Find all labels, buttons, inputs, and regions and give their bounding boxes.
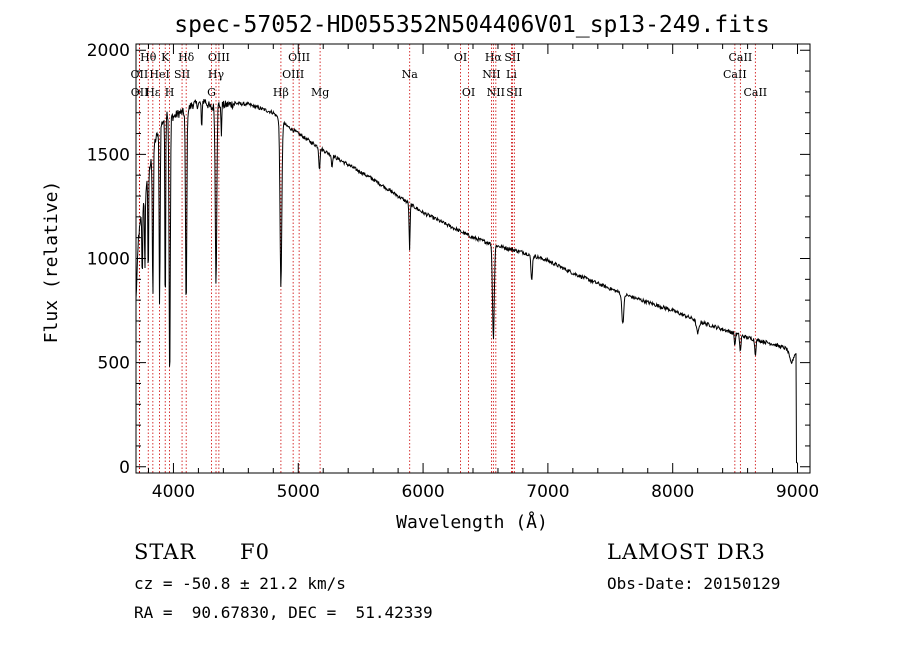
line-marker-label: OIII <box>208 51 230 64</box>
line-marker-label: OII <box>131 68 149 81</box>
line-marker-label: CaII <box>729 51 753 64</box>
line-marker-label: SII <box>174 68 190 81</box>
line-marker-label: OI <box>454 51 467 64</box>
spectral-line-markers: HθOIIOIIHεKHeIHHδSIIGOIIIHγHβOIIIOIIIMgN… <box>131 44 767 473</box>
line-marker-label: Hδ <box>178 51 195 64</box>
x-tick-label: 9000 <box>776 482 819 502</box>
x-tick-label: 7000 <box>526 482 569 502</box>
line-marker-label: OIII <box>288 51 310 64</box>
spectrum-line <box>135 98 798 467</box>
y-tick-label: 1500 <box>87 145 130 165</box>
y-tick-label: 1000 <box>87 250 130 270</box>
line-marker-label: OII <box>131 86 149 99</box>
x-tick-label: 8000 <box>651 482 694 502</box>
object-class: STAR <box>134 540 197 564</box>
line-marker-label: Hβ <box>273 86 289 99</box>
line-marker-label: NII <box>482 68 500 81</box>
x-tick-label: 6000 <box>401 482 444 502</box>
line-marker-label: Na <box>402 68 419 81</box>
line-marker-label: G <box>207 86 216 99</box>
line-marker-label: NII <box>487 86 505 99</box>
plot-frame <box>135 43 811 474</box>
line-marker-label: K <box>161 51 170 64</box>
series-layer <box>135 98 798 467</box>
line-marker-label: CaII <box>723 68 747 81</box>
coordinates-readout: RA = 90.67830, DEC = 51.42339 <box>134 603 433 622</box>
line-marker-label: Li <box>506 68 517 81</box>
observation-date: Obs-Date: 20150129 <box>607 574 781 593</box>
y-tick-label: 500 <box>98 354 130 374</box>
line-marker-label: OI <box>462 86 475 99</box>
spectrum-chart: spec-57052-HD055352N504406V01_sp13-249.f… <box>41 12 819 533</box>
survey-label: LAMOST DR3 <box>607 540 766 564</box>
line-marker-label: OIII <box>282 68 304 81</box>
x-tick-label: 4000 <box>152 482 195 502</box>
redshift-readout: cz = -50.8 ± 21.2 km/s <box>134 574 346 593</box>
line-marker-label: Hθ <box>140 51 157 64</box>
line-marker-label: H <box>165 86 175 99</box>
axes: 4000 5000 6000 7000 8000 9000 0 500 1000 1500 2000 <box>87 41 819 502</box>
line-marker-label: Hε <box>145 86 161 99</box>
line-marker-label: SII <box>506 86 522 99</box>
line-marker-label: Hα <box>485 51 503 64</box>
y-tick-label: 0 <box>119 458 130 478</box>
line-marker-label: Hγ <box>208 68 225 81</box>
x-tick-label: 5000 <box>277 482 320 502</box>
chart-title: spec-57052-HD055352N504406V01_sp13-249.f… <box>174 12 769 38</box>
y-axis-label: Flux (relative) <box>41 181 62 344</box>
spectral-subclass: F0 <box>240 540 270 564</box>
y-tick-label: 2000 <box>87 41 130 61</box>
line-marker-label: SII <box>504 51 520 64</box>
line-marker-label: HeI <box>149 68 169 81</box>
line-marker-label: CaII <box>743 86 767 99</box>
line-marker-label: Mg <box>311 86 329 99</box>
x-axis-label: Wavelength (Å) <box>396 511 548 533</box>
